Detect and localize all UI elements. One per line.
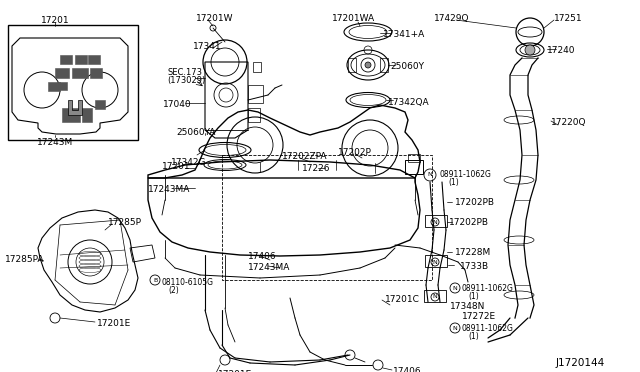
- Bar: [248, 108, 260, 122]
- Text: 17342G: 17342G: [171, 158, 207, 167]
- Text: N: N: [428, 173, 433, 177]
- Text: 17202PB: 17202PB: [455, 198, 495, 207]
- Text: N: N: [433, 260, 437, 264]
- Text: 08911-1062G: 08911-1062G: [462, 284, 514, 293]
- Bar: [405, 160, 423, 174]
- Text: 17201E: 17201E: [218, 370, 252, 372]
- Text: 17243MA: 17243MA: [148, 185, 190, 194]
- Bar: [425, 215, 447, 227]
- Text: 17201E: 17201E: [97, 319, 131, 328]
- Text: 17243MA: 17243MA: [248, 263, 291, 272]
- Bar: [253, 62, 261, 72]
- Bar: [75, 55, 87, 64]
- Bar: [82, 108, 92, 122]
- Text: 17429Q: 17429Q: [434, 14, 470, 23]
- Text: 17202ZPA: 17202ZPA: [282, 152, 328, 161]
- Bar: [60, 55, 72, 64]
- Text: 1733B: 1733B: [460, 262, 489, 271]
- Text: 17342QA: 17342QA: [388, 98, 429, 107]
- Bar: [380, 58, 388, 72]
- Polygon shape: [68, 100, 82, 115]
- Text: 25060YA: 25060YA: [176, 128, 216, 137]
- Text: 17226: 17226: [302, 164, 330, 173]
- Text: 08911-1062G: 08911-1062G: [462, 324, 514, 333]
- Text: (1): (1): [468, 332, 479, 341]
- Text: (1): (1): [468, 292, 479, 301]
- Bar: [222, 155, 432, 280]
- Circle shape: [525, 45, 535, 55]
- Text: 17243M: 17243M: [37, 138, 73, 147]
- Text: (2): (2): [168, 286, 179, 295]
- Text: 17285PA: 17285PA: [5, 255, 45, 264]
- Bar: [248, 85, 263, 103]
- Text: 17406: 17406: [248, 252, 276, 261]
- Text: (1): (1): [448, 178, 459, 187]
- Text: 08110-6105G: 08110-6105G: [162, 278, 214, 287]
- Text: 17251: 17251: [554, 14, 582, 23]
- Bar: [8, 25, 138, 140]
- Text: 17348N: 17348N: [450, 302, 485, 311]
- Text: (173029): (173029): [167, 76, 205, 85]
- Bar: [72, 68, 88, 78]
- Text: 25060Y: 25060Y: [390, 62, 424, 71]
- Bar: [348, 58, 356, 72]
- Bar: [424, 290, 446, 302]
- Text: 17201: 17201: [41, 16, 69, 25]
- Text: 17228M: 17228M: [455, 248, 492, 257]
- Text: 17202PB: 17202PB: [449, 218, 489, 227]
- Text: J1720144: J1720144: [556, 358, 605, 368]
- Bar: [57, 82, 67, 90]
- Text: 17201: 17201: [162, 162, 191, 171]
- Text: 17201W: 17201W: [196, 14, 234, 23]
- Text: N: N: [433, 219, 437, 224]
- Text: B: B: [153, 278, 157, 282]
- Text: 17201C: 17201C: [385, 295, 420, 304]
- Text: 17220Q: 17220Q: [551, 118, 586, 127]
- Text: N: N: [452, 326, 458, 330]
- Bar: [90, 68, 102, 78]
- Text: 17341+A: 17341+A: [383, 30, 425, 39]
- Bar: [62, 108, 80, 122]
- Bar: [55, 68, 69, 78]
- Bar: [425, 255, 447, 267]
- Text: SEC.173: SEC.173: [167, 68, 202, 77]
- Text: 17202P: 17202P: [338, 148, 372, 157]
- Circle shape: [365, 62, 371, 68]
- Text: 17406: 17406: [393, 367, 422, 372]
- Text: 17201WA: 17201WA: [332, 14, 375, 23]
- Text: 17341: 17341: [193, 42, 221, 51]
- Text: 17240: 17240: [547, 46, 575, 55]
- Text: N: N: [452, 285, 458, 291]
- Text: 08911-1062G: 08911-1062G: [440, 170, 492, 179]
- Text: 17272E: 17272E: [462, 312, 496, 321]
- Bar: [48, 82, 60, 91]
- Text: 17285P: 17285P: [108, 218, 142, 227]
- Text: 17040: 17040: [163, 100, 191, 109]
- Bar: [95, 100, 105, 109]
- Bar: [408, 154, 420, 162]
- Text: N: N: [433, 295, 437, 299]
- Bar: [88, 55, 100, 64]
